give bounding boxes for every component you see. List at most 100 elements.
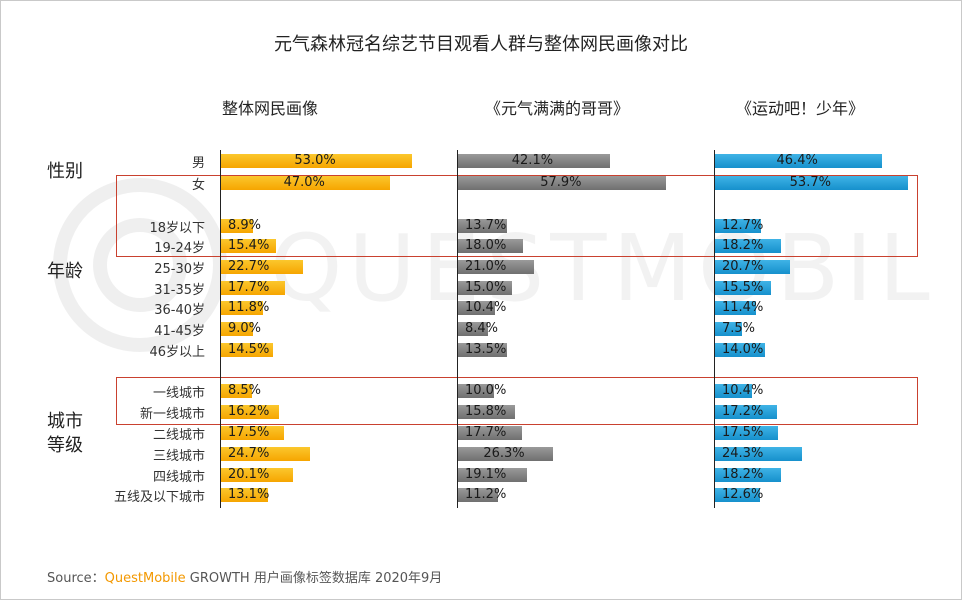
bar <box>221 219 254 233</box>
row-label: 五线及以下城市 <box>113 490 205 505</box>
row-label: 四线城市 <box>152 470 205 485</box>
bar-value-label: 8.5% <box>228 383 262 398</box>
bar-value-label: 17.7% <box>228 280 270 295</box>
row-label: 46岁以上 <box>149 345 205 360</box>
bar <box>221 468 294 482</box>
row-label: 三线城市 <box>152 449 205 464</box>
bar <box>715 384 753 398</box>
bar-value-label: 14.0% <box>722 342 764 357</box>
bar-value-label: 13.1% <box>228 487 270 502</box>
source-note: Source：QuestMobile GROWTH 用户画像标签数据库 2020… <box>47 567 442 586</box>
bar <box>715 447 803 461</box>
bar-value-label: 26.3% <box>483 446 525 461</box>
bar-value-label: 16.2% <box>228 404 270 419</box>
bar-value-label: 13.7% <box>465 218 507 233</box>
bar <box>221 405 280 419</box>
bar <box>715 488 761 502</box>
row-label: 31-35岁 <box>154 283 205 298</box>
bar-value-label: 57.9% <box>540 175 582 190</box>
bar-value-label: 18.2% <box>722 467 764 482</box>
row-label: 18岁以下 <box>149 221 205 236</box>
column-header-overall: 整体网民画像 <box>221 99 318 118</box>
axis-line-overall <box>220 150 221 508</box>
bar <box>715 405 777 419</box>
highlight-box-gender-age <box>116 175 918 257</box>
bar-value-label: 15.5% <box>722 280 764 295</box>
column-header-show1: 《元气满满的哥哥》 <box>484 99 629 118</box>
bar-value-label: 7.5% <box>722 321 756 336</box>
bar-value-label: 21.0% <box>465 259 507 274</box>
bar-value-label: 11.2% <box>465 487 507 502</box>
bar <box>458 384 494 398</box>
bar <box>458 154 610 168</box>
highlight-box-city-tier <box>116 377 918 425</box>
bar <box>715 154 883 168</box>
bar <box>458 301 496 315</box>
bar-value-label: 11.4% <box>722 300 764 315</box>
row-label: 25-30岁 <box>154 262 205 277</box>
bar <box>458 322 489 336</box>
bar <box>221 343 274 357</box>
bar-value-label: 24.7% <box>228 446 270 461</box>
bar-value-label: 9.0% <box>228 321 262 336</box>
bar <box>458 468 527 482</box>
bar-value-label: 17.2% <box>722 404 764 419</box>
column-header-show2: 《运动吧！少年》 <box>735 99 864 118</box>
bar-value-label: 24.3% <box>722 446 764 461</box>
row-label: 女 <box>191 178 205 193</box>
source-brand: QuestMobile <box>104 571 186 586</box>
axis-line-show1 <box>457 150 458 508</box>
row-label: 二线城市 <box>152 428 205 443</box>
bar <box>221 176 391 190</box>
bar <box>458 343 507 357</box>
bar-value-label: 10.4% <box>465 300 507 315</box>
bar <box>221 239 277 253</box>
bar <box>458 260 534 274</box>
bar <box>715 301 757 315</box>
bar <box>458 239 523 253</box>
row-label: 19-24岁 <box>154 241 205 256</box>
bar <box>715 343 766 357</box>
bar-value-label: 42.1% <box>511 153 554 168</box>
bar-value-label: 15.4% <box>228 238 270 253</box>
bar-value-label: 10.4% <box>722 383 764 398</box>
row-label: 41-45岁 <box>154 324 205 339</box>
bar <box>715 176 909 190</box>
bar-value-label: 22.7% <box>228 259 270 274</box>
group-label-2: 城市 等级 <box>47 411 83 456</box>
bar-value-label: 47.0% <box>283 175 325 190</box>
bar <box>221 260 303 274</box>
bar-value-label: 19.1% <box>465 467 507 482</box>
bar-value-label: 18.0% <box>465 238 507 253</box>
bar-value-label: 53.0% <box>294 153 336 168</box>
row-label: 一线城市 <box>152 386 205 401</box>
bar <box>221 447 310 461</box>
bar <box>221 301 264 315</box>
bar <box>458 447 553 461</box>
bar <box>458 176 667 190</box>
bar <box>221 281 285 295</box>
bar-value-label: 10.0% <box>465 383 507 398</box>
bar <box>458 426 522 440</box>
bar-value-label: 14.5% <box>228 342 270 357</box>
bar-value-label: 46.4% <box>776 153 818 168</box>
bar <box>458 405 515 419</box>
bar <box>715 219 761 233</box>
bar <box>221 488 269 502</box>
bar-value-label: 20.7% <box>722 259 764 274</box>
bar <box>221 322 254 336</box>
bar <box>221 384 252 398</box>
row-label: 新一线城市 <box>139 407 205 422</box>
bar <box>715 260 790 274</box>
bar-value-label: 53.7% <box>789 175 831 190</box>
bar <box>221 426 284 440</box>
axis-line-show2 <box>714 150 715 508</box>
bar <box>458 219 508 233</box>
row-label: 36-40岁 <box>154 303 205 318</box>
bar-value-label: 8.4% <box>465 321 499 336</box>
bar-value-label: 18.2% <box>722 238 764 253</box>
bar-value-label: 12.6% <box>722 487 764 502</box>
bar-value-label: 13.5% <box>465 342 507 357</box>
bar-value-label: 15.8% <box>465 404 507 419</box>
bar <box>221 154 412 168</box>
